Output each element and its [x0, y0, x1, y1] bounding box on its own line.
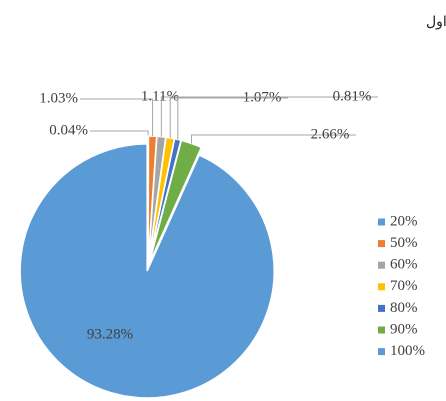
legend-label: 70% — [390, 278, 418, 294]
pie-slice — [148, 139, 203, 264]
data-label: 93.28% — [87, 326, 133, 342]
legend-swatch — [378, 348, 385, 356]
leader-line — [177, 96, 378, 140]
chart-title: درصد پلاک‌ها با حداکثر تکرار کاربری برای… — [426, 14, 446, 30]
data-label: 0.04% — [49, 122, 88, 138]
data-label: 2.66% — [311, 126, 350, 142]
leader-line — [90, 130, 149, 137]
pie-slice — [19, 143, 275, 399]
legend-swatch — [378, 261, 385, 269]
leader-line — [191, 134, 356, 144]
legend-swatch — [378, 240, 385, 248]
legend-label: 60% — [390, 257, 418, 273]
legend-label: 20% — [390, 213, 418, 229]
legend-swatch — [378, 326, 385, 334]
legend-label: 80% — [390, 300, 418, 316]
legend-label: 100% — [390, 343, 425, 359]
data-label: 1.03% — [39, 90, 78, 106]
leader-line — [80, 98, 154, 137]
data-label: 1.11% — [141, 88, 179, 104]
leader-line — [169, 97, 288, 138]
data-label: 0.81% — [333, 88, 372, 104]
legend-label: 90% — [390, 321, 418, 337]
legend-label: 50% — [390, 235, 418, 251]
legend-swatch — [378, 218, 385, 226]
legend-swatch — [378, 304, 385, 312]
legend-swatch — [378, 283, 385, 291]
